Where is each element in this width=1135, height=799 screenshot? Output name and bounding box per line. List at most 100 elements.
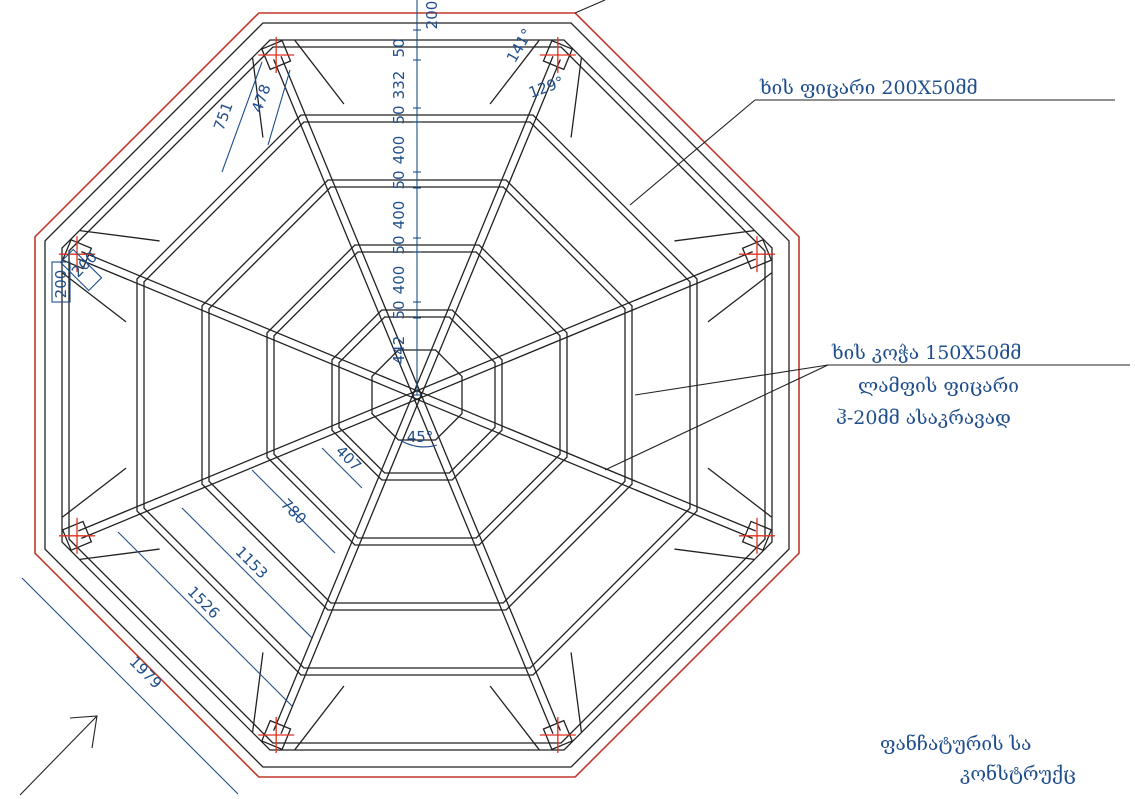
dim-line — [267, 69, 291, 146]
beam — [412, 396, 554, 734]
leaders — [19, 0, 1130, 796]
dim-line — [321, 447, 363, 489]
rafter — [294, 685, 345, 750]
post — [741, 238, 773, 270]
angle-label: 129° — [526, 73, 566, 102]
north-arrow — [19, 715, 98, 796]
ring — [338, 316, 496, 474]
beam-label: ხის კოჭა 150X50მმ — [831, 342, 1021, 364]
dim-label: 400 — [390, 136, 408, 165]
rafter — [570, 652, 583, 733]
rafter — [79, 548, 160, 561]
dim-label: 751 — [210, 100, 237, 133]
beam — [280, 396, 422, 734]
dim-label: 442 — [390, 336, 408, 365]
dim-line — [21, 577, 239, 795]
dim-line — [251, 469, 336, 554]
rafter — [62, 272, 127, 323]
plank-label: ხის ფიცარი 200X50მმ — [759, 77, 978, 99]
post — [542, 719, 574, 751]
dim-label: 200 — [423, 1, 441, 30]
dim-label: 1979 — [126, 653, 166, 693]
post — [260, 719, 292, 751]
dim-line — [117, 531, 293, 707]
beam — [420, 59, 561, 397]
dim-label: 200 — [52, 270, 70, 299]
dim-box — [59, 248, 103, 292]
beam — [81, 251, 419, 392]
angle-label: 45° — [407, 428, 434, 446]
beam — [412, 56, 554, 394]
dim-label: 1526 — [184, 583, 224, 623]
dim-label: 50 — [390, 300, 408, 319]
rafter — [489, 40, 540, 105]
title: კონსტრუქც — [960, 763, 1076, 785]
lamp-label: ლამფის ფიცარი — [858, 375, 1019, 397]
roof-edge — [34, 12, 800, 778]
rafter — [251, 57, 264, 138]
leader — [629, 99, 756, 206]
frame — [34, 12, 800, 778]
rafter — [674, 229, 755, 242]
angle-arc — [399, 439, 438, 448]
beam — [415, 251, 753, 392]
dim-label: 50 — [390, 235, 408, 254]
post — [542, 39, 574, 71]
ring — [273, 251, 561, 539]
north-arrow-head — [69, 715, 98, 749]
rafter — [251, 652, 264, 733]
ring — [143, 121, 691, 669]
leader — [574, 0, 606, 14]
rafter — [707, 467, 772, 518]
beam — [78, 258, 416, 400]
beam — [415, 398, 753, 539]
rafter — [707, 272, 772, 323]
post — [61, 520, 93, 552]
rafter — [294, 40, 345, 105]
beam — [273, 59, 414, 397]
ring — [68, 46, 766, 744]
ring — [61, 39, 773, 751]
leader — [604, 364, 829, 471]
ring — [136, 114, 698, 676]
beam — [420, 393, 561, 731]
dim-label: 478 — [248, 82, 275, 115]
lamp-label: ჰ-20მმ ასაკრავად — [836, 407, 1011, 429]
dim-label: 1153 — [232, 543, 272, 583]
beam — [418, 258, 756, 400]
title: ფანჩატურის სა — [880, 733, 1031, 755]
ring — [201, 179, 633, 611]
beam — [418, 390, 756, 532]
dim-label: 50 — [390, 38, 408, 57]
ring — [266, 244, 568, 546]
dim-label: 400 — [390, 201, 408, 230]
dim-line — [181, 507, 313, 639]
beam — [273, 393, 414, 731]
beam — [78, 390, 416, 532]
rafter — [570, 57, 583, 138]
rafter — [79, 229, 160, 242]
beam — [81, 398, 419, 539]
leader — [634, 364, 829, 396]
rafter — [674, 548, 755, 561]
dim-label: 332 — [390, 71, 408, 100]
rafter — [62, 467, 127, 518]
post — [260, 39, 292, 71]
dim-label: 50 — [390, 105, 408, 124]
beam — [280, 56, 422, 394]
angle-label: 141° — [503, 25, 537, 65]
post — [61, 238, 93, 270]
ring — [371, 349, 463, 441]
dim-label: 50 — [390, 170, 408, 189]
rafter — [489, 685, 540, 750]
ring — [44, 22, 790, 768]
dim-label: 407 — [332, 442, 365, 475]
post — [741, 520, 773, 552]
dim-label: 400 — [390, 266, 408, 295]
ring — [208, 186, 626, 604]
dimensions — [21, 0, 438, 795]
dim-label: 200 — [68, 248, 101, 281]
ring — [331, 309, 503, 481]
dim-line — [221, 61, 263, 173]
